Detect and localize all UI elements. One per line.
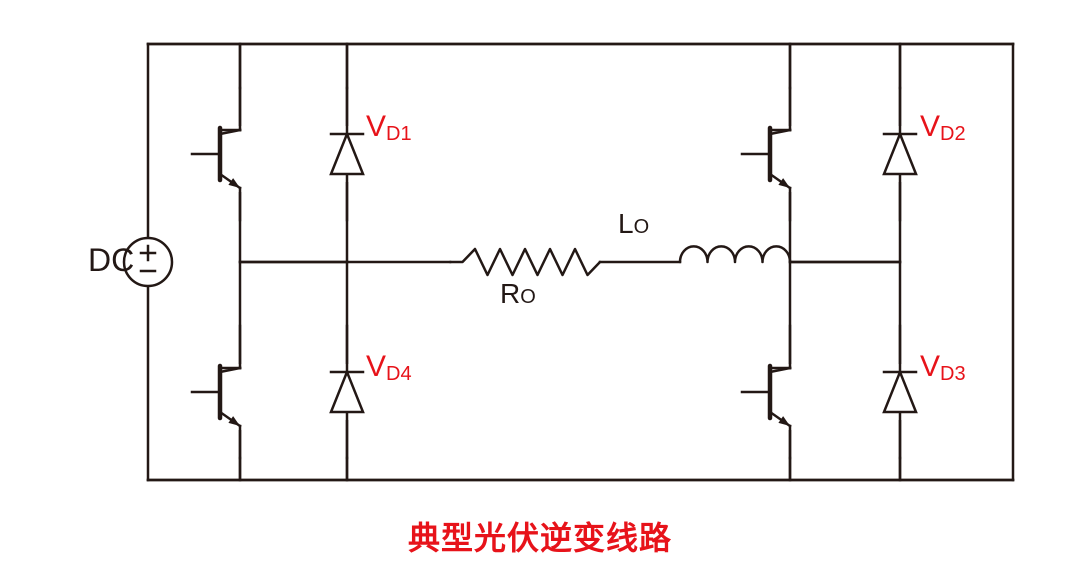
lo-label: LO (618, 210, 649, 238)
caption: 典型光伏逆变线路 (408, 522, 672, 554)
dc-label: DC (88, 244, 134, 276)
vd1-label: VD1 (366, 112, 412, 142)
vd4-label: VD4 (366, 352, 412, 382)
vd3-label: VD3 (920, 352, 966, 382)
ro-label: RO (500, 280, 536, 308)
vd2-label: VD2 (920, 112, 966, 142)
